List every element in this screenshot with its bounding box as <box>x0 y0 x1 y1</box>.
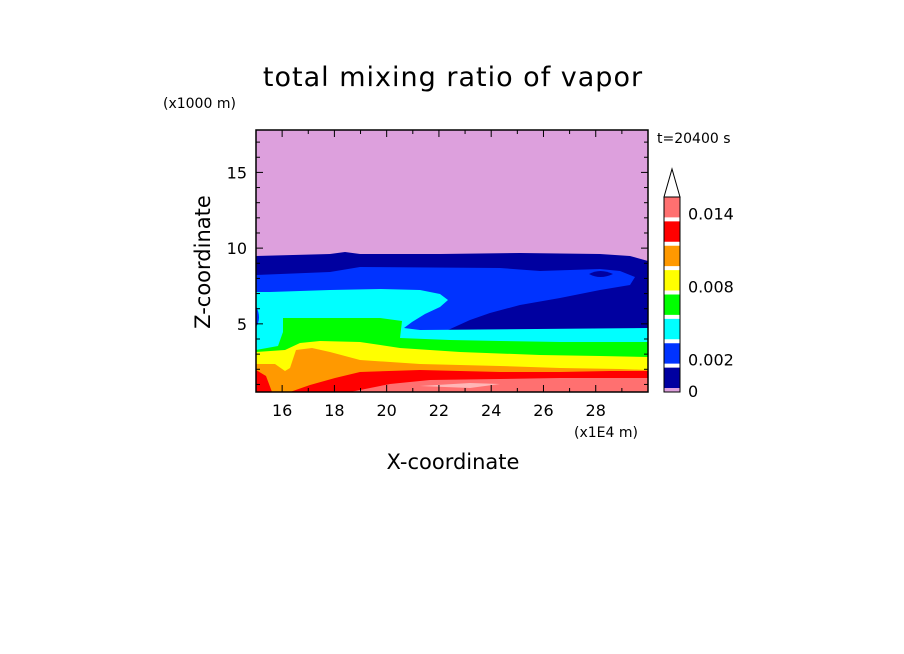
y-unit-label: (x1000 m) <box>163 96 236 112</box>
time-label: t=20400 s <box>657 131 731 147</box>
colorbar-swatch <box>664 343 680 364</box>
colorbar-swatch <box>664 197 680 218</box>
y-tick-label: 10 <box>227 239 247 258</box>
x-tick-label: 20 <box>376 401 396 420</box>
colorbar-swatch <box>664 388 680 392</box>
region-red-left <box>256 370 272 392</box>
x-tick-label: 16 <box>272 401 292 420</box>
colorbar-swatch <box>664 270 680 291</box>
x-ticks: 16 18 20 22 24 26 28 <box>255 130 649 420</box>
region-dark-blue-cell <box>589 271 613 277</box>
x-tick-label: 28 <box>586 401 606 420</box>
colorbar-tick-label: 0.014 <box>688 204 734 223</box>
colorbar-frame <box>663 196 681 393</box>
x-tick-label: 24 <box>481 401 501 420</box>
colorbar-swatch <box>664 245 680 267</box>
x-axis-label: X-coordinate <box>387 450 520 474</box>
chart-title: total mixing ratio of vapor <box>263 62 643 93</box>
colorbar: 0 0.002 0.008 0.014 <box>663 167 734 401</box>
x-tick-label: 22 <box>429 401 449 420</box>
colorbar-tick-label: 0.008 <box>688 278 734 297</box>
x-tick-label: 26 <box>533 401 553 420</box>
region-light-pink <box>420 383 500 388</box>
colorbar-swatch <box>664 294 680 315</box>
y-ticks: 5 10 15 <box>227 141 648 385</box>
y-tick-label: 5 <box>237 315 247 334</box>
plot-area <box>256 130 648 392</box>
plot-frame <box>255 129 649 393</box>
x-unit-label: (x1E4 m) <box>574 425 638 441</box>
colorbar-swatch <box>664 318 680 340</box>
colorbar-swatch <box>664 367 680 388</box>
colorbar-tick-label: 0 <box>688 382 698 401</box>
x-tick-label: 18 <box>324 401 344 420</box>
colorbar-tick-label: 0.002 <box>688 351 734 370</box>
y-axis-label: Z-coordinate <box>191 195 215 329</box>
colorbar-swatch <box>664 221 680 242</box>
y-tick-label: 15 <box>227 163 247 182</box>
region-pink <box>350 378 648 392</box>
